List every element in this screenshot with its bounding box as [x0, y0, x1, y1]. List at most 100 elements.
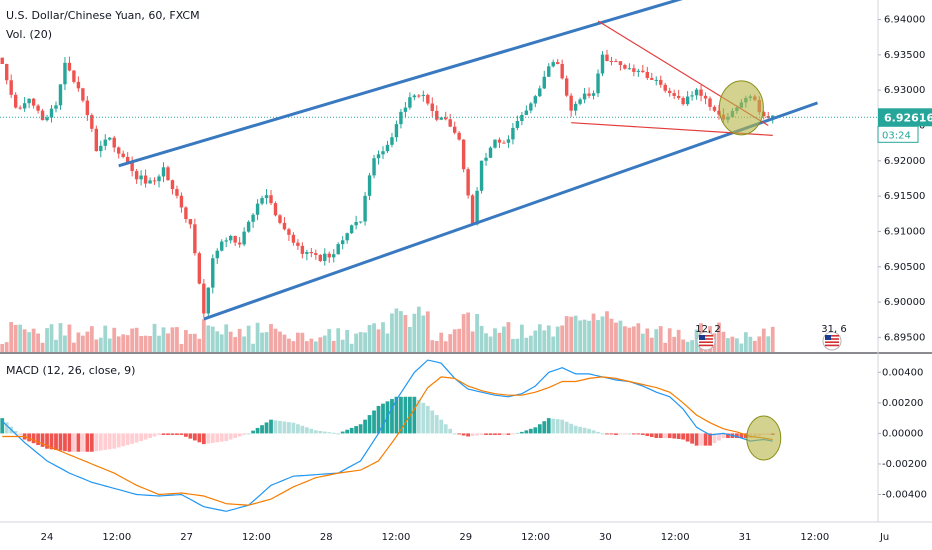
macd-highlight-circle: [746, 415, 782, 461]
volume-bar: [475, 314, 479, 352]
candle-body: [340, 240, 345, 245]
candle-body: [667, 90, 672, 94]
macd-histogram-bar: [224, 433, 229, 442]
volume-bar: [484, 333, 488, 352]
volume-bar: [269, 324, 273, 352]
candle-body: [457, 132, 461, 140]
macd-histogram-bar: [246, 433, 251, 435]
candle-body: [220, 241, 224, 251]
volume-bar: [80, 335, 85, 352]
macd-histogram-bar: [484, 433, 488, 435]
candle-body: [215, 250, 219, 259]
volume-bar: [497, 332, 502, 352]
macd-histogram-bar: [640, 433, 645, 435]
volume-bar: [381, 322, 385, 352]
macd-histogram-bar: [103, 433, 108, 450]
price-tick-label: 6.90500: [884, 262, 925, 273]
candle-body: [130, 162, 134, 172]
candle-body: [112, 137, 116, 148]
candle-body: [202, 283, 206, 314]
volume-bar: [672, 336, 677, 352]
candle-body: [538, 88, 542, 97]
macd-histogram-bar: [67, 433, 72, 452]
macd-histogram-bar: [157, 433, 161, 435]
candle-body: [354, 221, 358, 226]
candle-body: [632, 68, 636, 72]
volume-bar: [461, 314, 466, 352]
volume-bar: [273, 328, 278, 352]
candle-body: [479, 160, 484, 191]
flag-stripe: [825, 341, 839, 343]
macd-histogram-bar: [372, 410, 376, 434]
macd-histogram-bar: [210, 433, 215, 443]
candle-body: [636, 70, 641, 72]
volume-bar: [367, 325, 372, 352]
macd-histogram-bar: [264, 422, 269, 434]
flag-stripe: [825, 335, 839, 337]
volume-bar: [663, 342, 668, 352]
candle-body: [569, 95, 573, 111]
volume-bar: [354, 333, 359, 352]
volume-bar: [125, 335, 130, 352]
macd-histogram-bar: [658, 433, 663, 438]
volume-bar: [757, 336, 762, 352]
candle-body: [228, 235, 233, 241]
candle-body: [300, 245, 305, 254]
candle-body: [134, 171, 139, 180]
candle-body: [170, 180, 175, 190]
candle-body: [600, 54, 605, 74]
candle-body: [309, 252, 314, 254]
event-marker: 12, 2: [695, 324, 721, 351]
volume-bar: [27, 332, 31, 352]
volume-bar: [721, 331, 726, 352]
volume-bar: [618, 320, 623, 352]
volume-bar: [358, 332, 363, 352]
candle-body: [399, 111, 403, 125]
macd-histogram-bar: [645, 433, 650, 436]
candle-body: [618, 61, 623, 66]
volume-bar: [591, 313, 596, 352]
candle-body: [143, 175, 148, 184]
macd-histogram-bar: [663, 433, 668, 438]
volume-bar: [345, 329, 350, 352]
volume-bar: [515, 338, 520, 352]
volume-bar: [331, 340, 336, 352]
volume-bar: [98, 337, 103, 352]
volume-bar: [748, 336, 753, 352]
time-tick-label: 12:00: [521, 532, 550, 543]
candle-body: [22, 103, 27, 109]
candle-body: [242, 231, 246, 245]
candle-body: [9, 80, 13, 95]
price-tick-label: 6.89500: [884, 332, 925, 343]
volume-bar: [394, 308, 399, 352]
macd-histogram-bar: [130, 433, 135, 444]
volume-bar: [9, 322, 14, 352]
candle-body: [376, 154, 381, 159]
macd-histogram-bar: [45, 433, 49, 449]
macd-histogram-bar: [313, 430, 318, 434]
macd-histogram-bar: [201, 433, 206, 445]
volume-bar: [134, 327, 139, 352]
candle-body: [771, 115, 775, 118]
candle-body: [224, 240, 228, 242]
macd-histogram-bar: [479, 433, 484, 435]
volume-bar: [766, 336, 771, 352]
candle-body: [506, 139, 511, 143]
macd-histogram-bar: [170, 433, 175, 435]
price-badge-value: 6.92616: [884, 111, 932, 124]
volume-bar: [45, 328, 49, 352]
time-tick-label: 30: [599, 532, 612, 543]
countdown-value: 03:24: [882, 130, 911, 141]
volume-bar: [242, 336, 247, 352]
time-tick-label: 31: [739, 532, 752, 543]
volume-bar: [376, 329, 381, 352]
volume-bar: [336, 328, 341, 352]
macd-histogram-bar: [349, 427, 354, 434]
macd-histogram-bar: [609, 433, 614, 435]
candle-body: [502, 142, 506, 144]
volume-bar: [430, 340, 435, 352]
price-highlight-circle: [718, 80, 764, 136]
volume-bar: [309, 338, 314, 352]
volume-bar: [511, 338, 515, 352]
